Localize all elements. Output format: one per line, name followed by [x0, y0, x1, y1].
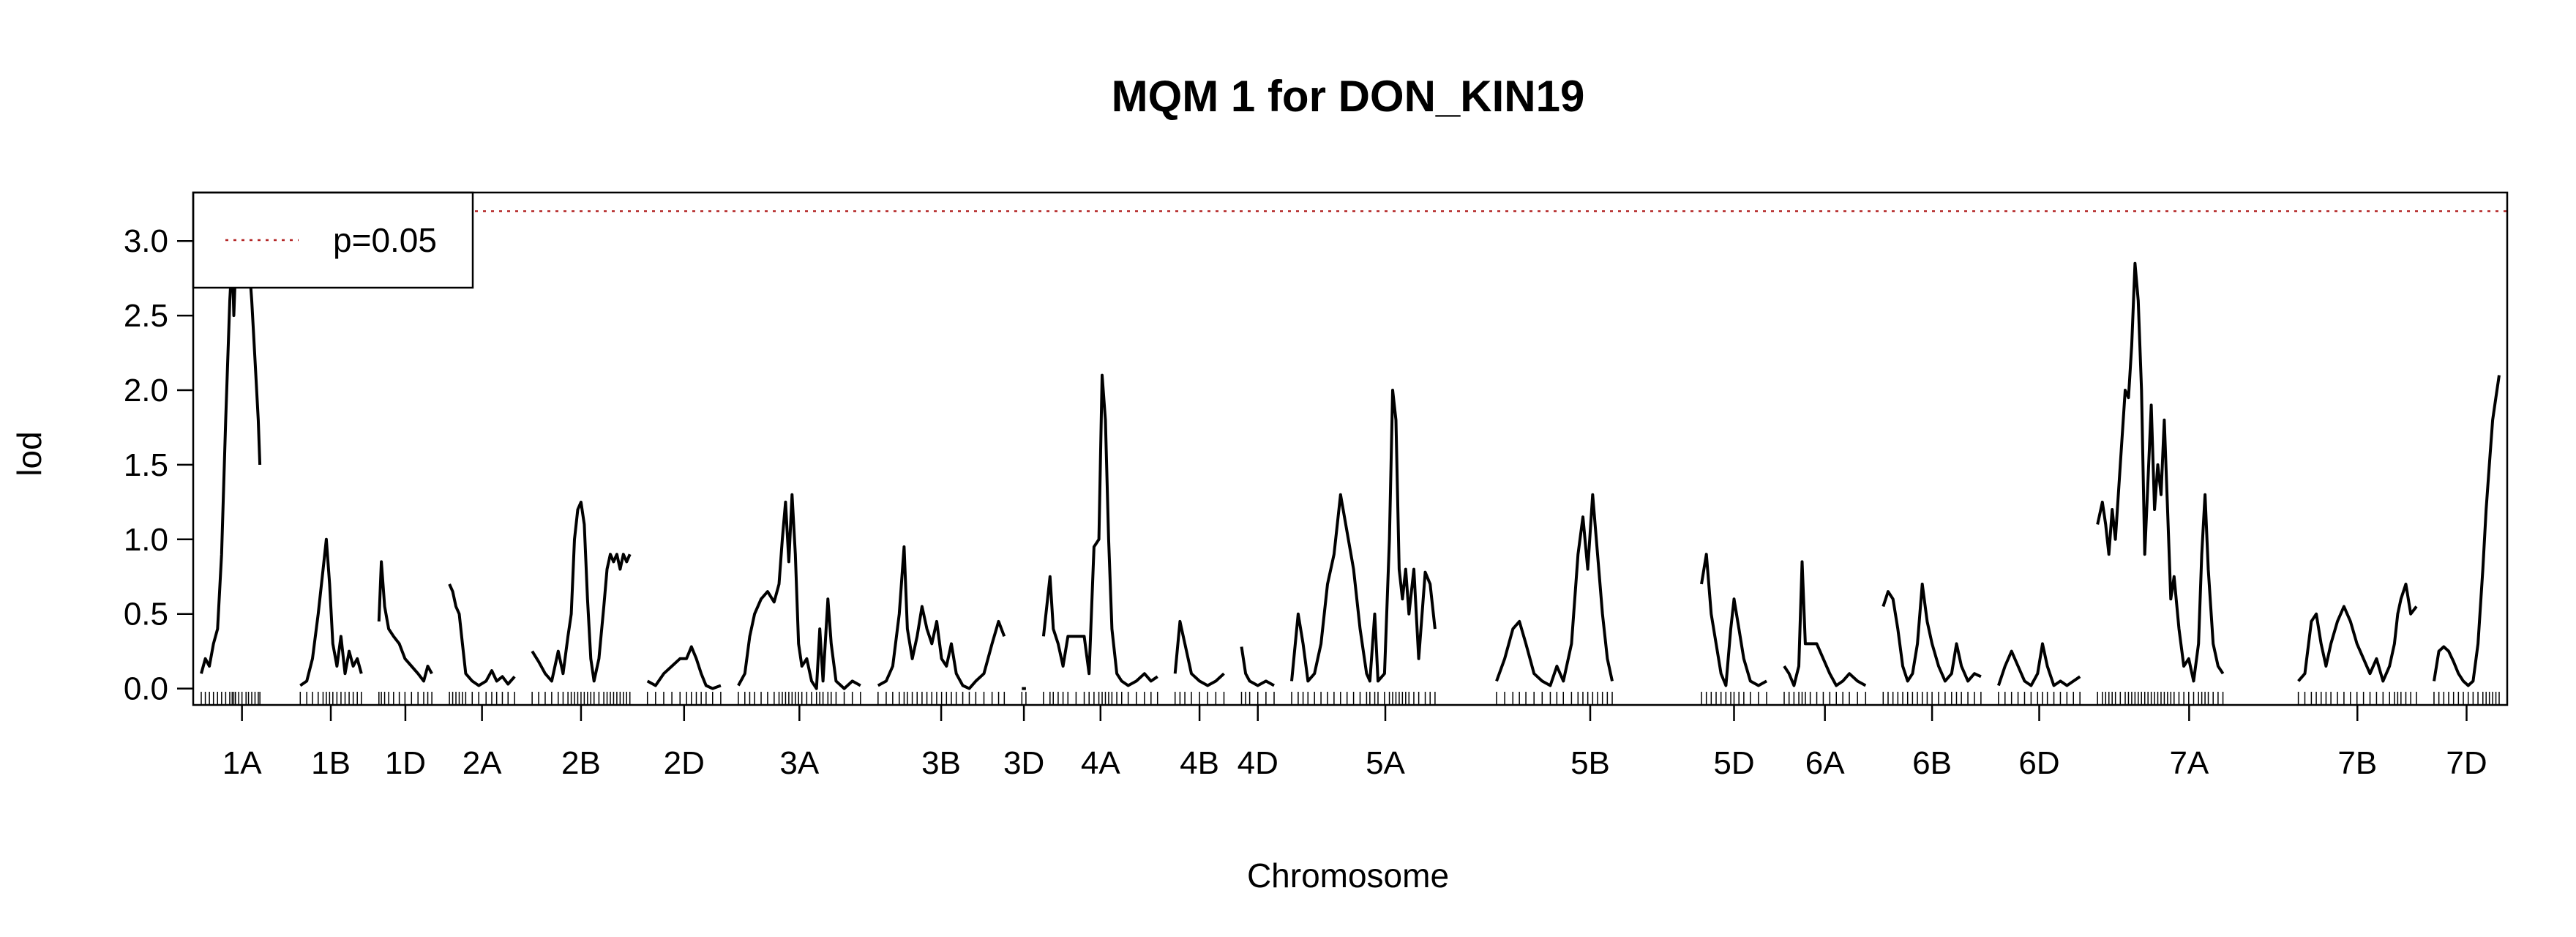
y-tick-label: 2.0 — [124, 373, 168, 408]
y-axis-label: lod — [10, 431, 48, 476]
lod-curve-4A — [1041, 373, 1158, 687]
lod-curve-2B — [531, 500, 632, 683]
x-tick-label: 2D — [664, 745, 705, 781]
x-tick-label: 3B — [921, 745, 961, 781]
lod-curve-5A — [1290, 389, 1437, 683]
lod-curve-1D — [377, 560, 433, 683]
plot-frame — [192, 191, 2509, 706]
x-tick-label: 7A — [2169, 745, 2209, 781]
chart-title: MQM 1 for DON_KIN19 — [1112, 72, 1585, 121]
lod-curve-1B — [299, 537, 363, 687]
x-tick-label: 2A — [463, 745, 502, 781]
x-tick-label: 4A — [1081, 745, 1120, 781]
lod-curve-1A — [200, 224, 262, 674]
x-tick-label: 6B — [1912, 745, 1952, 781]
lod-curve-3A — [737, 493, 861, 690]
lod-curve-4D — [1240, 646, 1275, 687]
lod-curve-2A — [448, 583, 516, 687]
x-tick-label: 1B — [311, 745, 351, 781]
x-axis: 1A 1B 1D 2A 2B 2D 3A 3B 3D 4A 4B 4D 5A 5B 5D 6A 6B 6D 7A 7B… — [222, 705, 2487, 781]
lod-curve-3B — [877, 545, 1006, 690]
x-tick-label: 1D — [385, 745, 426, 781]
y-tick-label: 2.5 — [124, 298, 168, 334]
x-tick-label: 5A — [1366, 745, 1405, 781]
lod-curve-7A — [2096, 261, 2225, 683]
marker-rug — [201, 692, 2500, 705]
x-tick-label: 2B — [561, 745, 601, 781]
y-tick-label: 0.5 — [124, 597, 168, 632]
x-tick-label: 4D — [1238, 745, 1278, 781]
legend-label: p=0.05 — [333, 221, 437, 259]
lod-curve-7D — [2433, 375, 2501, 687]
x-tick-label: 5D — [1713, 745, 1754, 781]
lod-curve-5B — [1495, 493, 1614, 687]
y-axis: 0.0 0.5 1.0 1.5 2.0 2.5 3.0 — [124, 223, 193, 707]
lod-curve-6A — [1783, 560, 1867, 687]
x-axis-label: Chromosome — [1247, 856, 1449, 895]
legend-box — [192, 191, 474, 289]
x-tick-label: 3D — [1003, 745, 1044, 781]
x-tick-label: 3A — [779, 745, 819, 781]
lod-curve-5D — [1700, 553, 1767, 687]
y-tick-label: 3.0 — [124, 223, 168, 259]
legend: p=0.05 — [192, 191, 474, 289]
x-tick-label: 6A — [1805, 745, 1845, 781]
lod-curve-2D — [646, 645, 722, 690]
x-tick-label: 7B — [2337, 745, 2377, 781]
lod-curve-4B — [1173, 619, 1225, 687]
x-tick-label: 4B — [1180, 745, 1219, 781]
x-tick-label: 6D — [2018, 745, 2059, 781]
y-tick-label: 1.5 — [124, 447, 168, 483]
x-tick-label: 7D — [2446, 745, 2487, 781]
x-tick-label: 5B — [1570, 745, 1610, 781]
y-tick-label: 0.0 — [124, 671, 168, 707]
y-tick-label: 1.0 — [124, 522, 168, 558]
lod-curve-6D — [1997, 642, 2081, 687]
lod-curves — [200, 224, 2501, 690]
lod-curve-7B — [2297, 582, 2418, 683]
x-tick-label: 1A — [222, 745, 262, 781]
lod-curve-6B — [1882, 582, 1982, 683]
